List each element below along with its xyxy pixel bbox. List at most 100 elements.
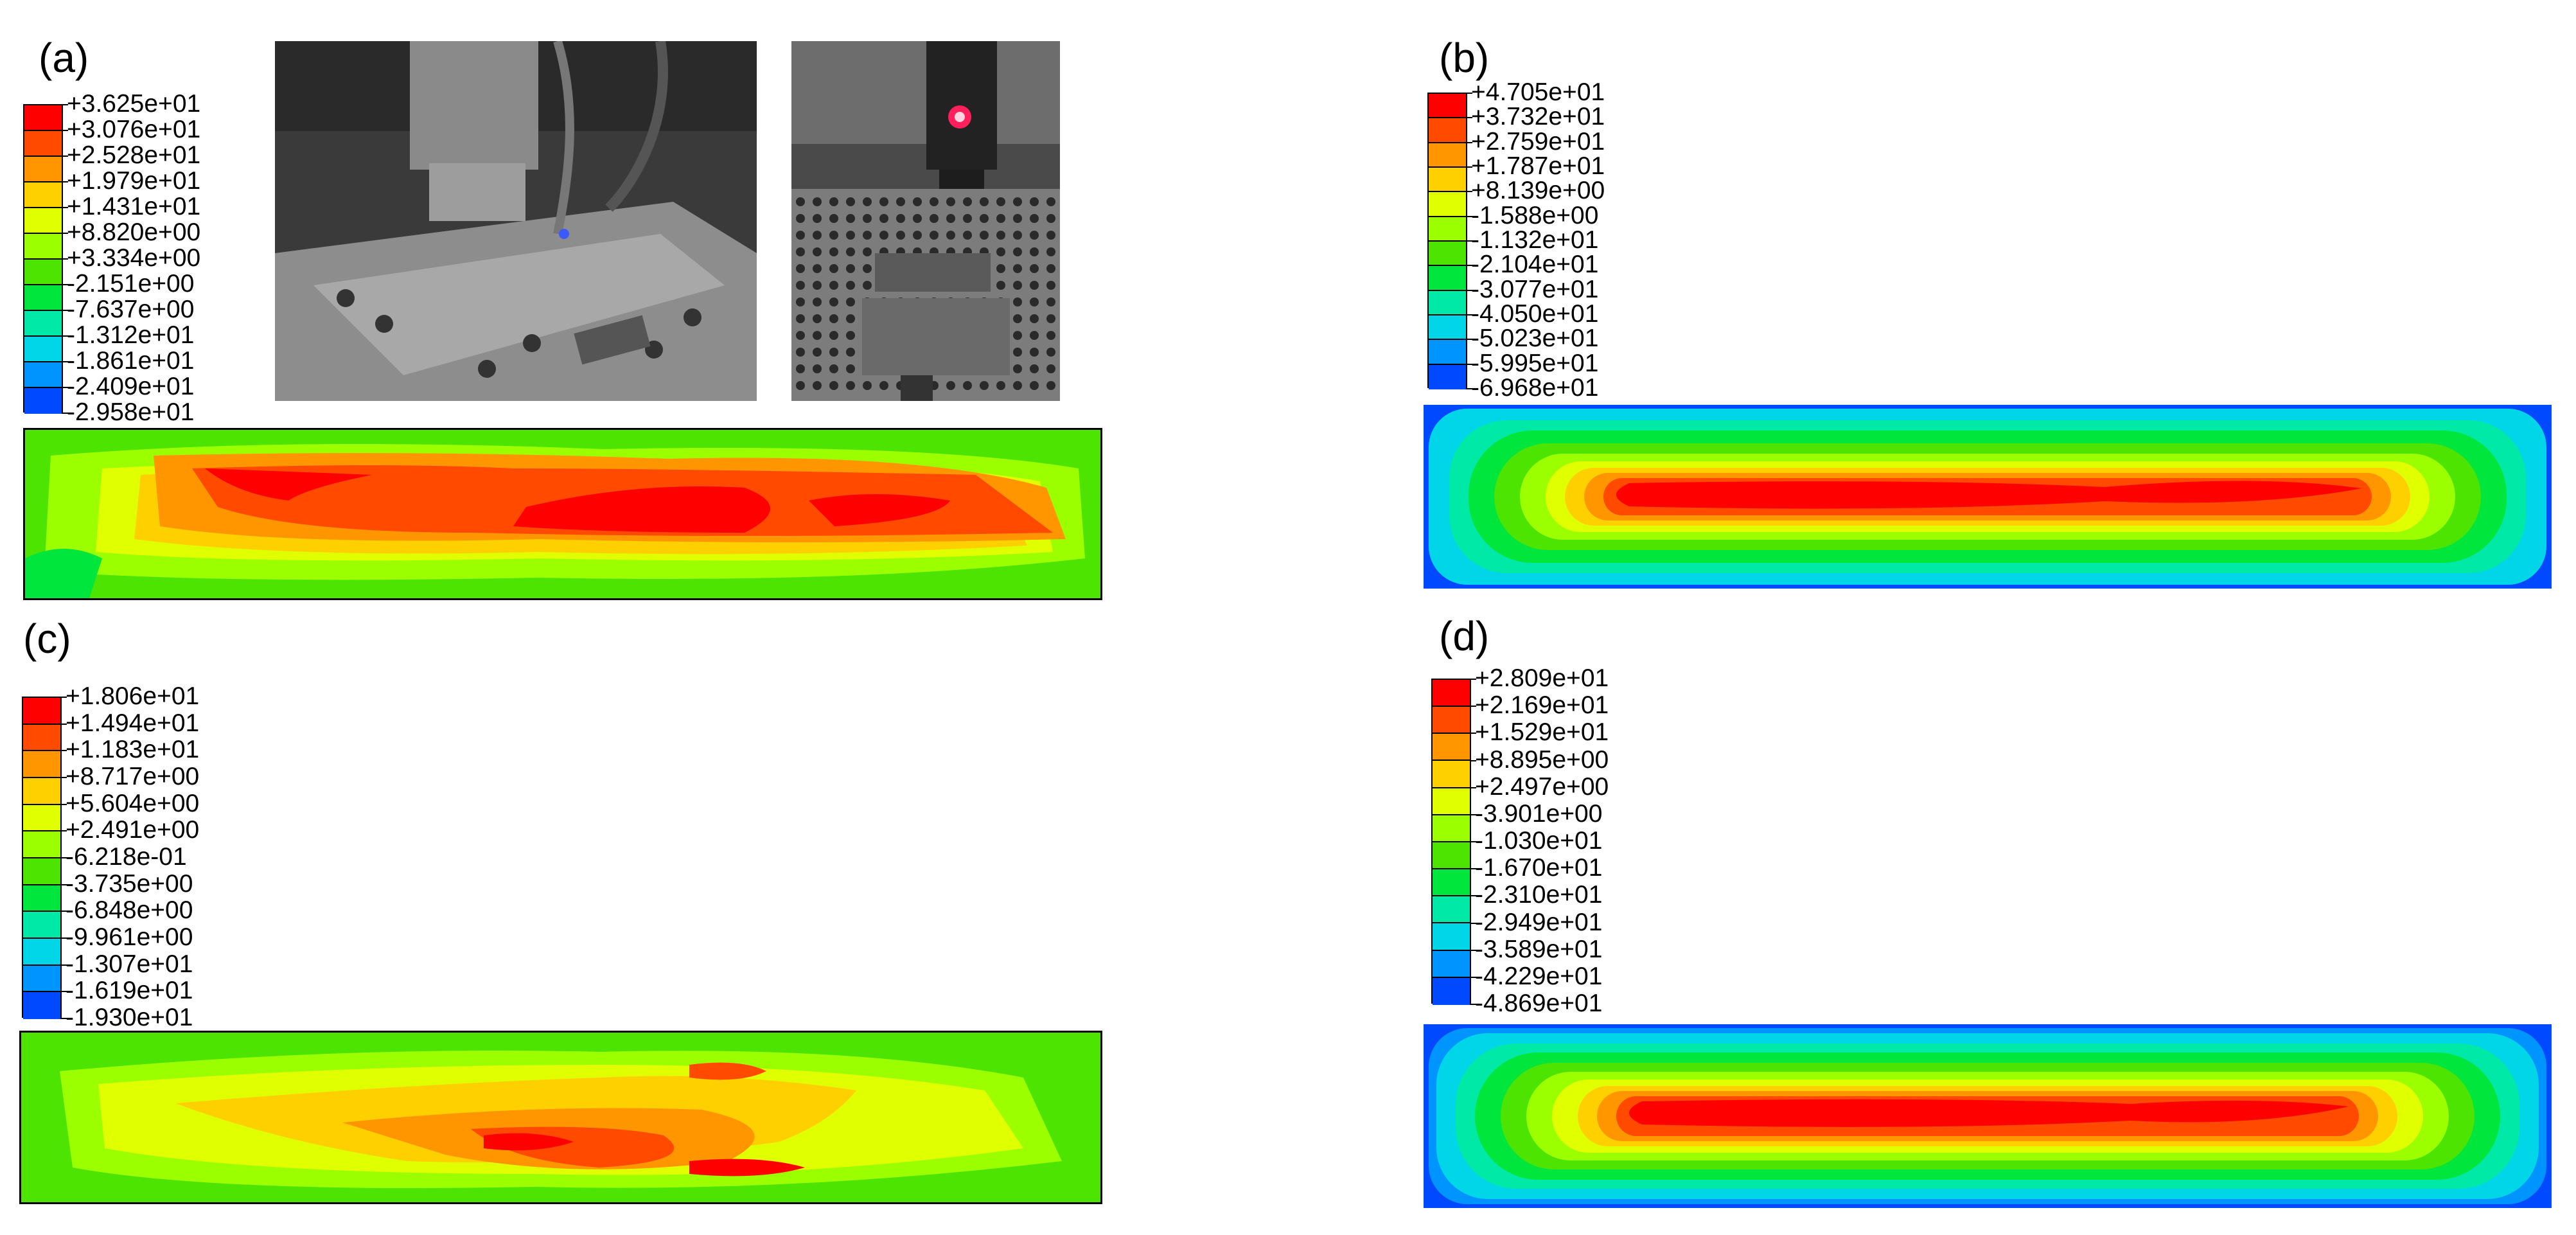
panel-label-c: (c): [23, 616, 71, 662]
colorbar-band: [24, 362, 62, 388]
legend-tick-label: +2.809e+01: [1469, 664, 1609, 692]
legend-tick-label: -5.023e+01: [1465, 324, 1599, 353]
machine-photo-left: [275, 41, 757, 401]
colorbar-c: [22, 697, 62, 1019]
panel-label-b: (b): [1439, 35, 1490, 81]
legend-tick-label: -3.901e+00: [1469, 799, 1603, 828]
colorbar-band: [24, 337, 62, 362]
legend-tick-label: -4.050e+01: [1465, 300, 1599, 328]
panel-label-a: (a): [39, 35, 89, 81]
legend-tick-label: +3.334e+00: [61, 244, 201, 272]
contour-plot-c: [19, 1031, 1102, 1204]
contour-plot-d: [1424, 1024, 2552, 1208]
legend-tick-label: -1.619e+01: [60, 977, 193, 1005]
colorbar-band: [23, 992, 60, 1019]
legend-tick-label: -2.151e+00: [61, 270, 195, 298]
panel-label-d: (d): [1439, 613, 1490, 659]
colorbar-band: [1429, 94, 1466, 119]
legend-tick-label: -3.589e+01: [1469, 935, 1603, 963]
colorbar-band: [23, 724, 60, 752]
contour-plot-b: [1424, 405, 2552, 589]
legend-tick-label: -5.995e+01: [1465, 349, 1599, 377]
colorbar-band: [1429, 290, 1466, 315]
colorbar-band: [1433, 950, 1470, 978]
colorbar-d: [1431, 679, 1471, 1005]
colorbar-band: [24, 157, 62, 182]
colorbar-band: [1433, 788, 1470, 815]
legend-tick-label: -4.869e+01: [1469, 990, 1603, 1017]
legend-tick-label: +2.169e+01: [1469, 691, 1609, 720]
colorbar-band: [1433, 707, 1470, 734]
legend-tick-label: -2.958e+01: [61, 398, 195, 426]
colorbar-band: [23, 938, 60, 966]
colorbar-band: [1433, 896, 1470, 924]
legend-tick-label: +1.431e+01: [61, 193, 201, 220]
legend-tick-label: +3.625e+01: [61, 90, 201, 118]
colorbar-band: [24, 388, 62, 414]
colorbar-band: [1429, 217, 1466, 242]
legend-tick-label: +2.528e+01: [61, 141, 201, 169]
colorbar-band: [24, 260, 62, 285]
legend-tick-label: +4.705e+01: [1465, 78, 1605, 106]
colorbar-band: [1433, 761, 1470, 788]
colorbar-band: [23, 831, 60, 858]
colorbar-band: [23, 912, 60, 939]
legend-tick-label: -7.637e+00: [61, 296, 195, 323]
colorbar-band: [24, 208, 62, 234]
legend-tick-label: +3.076e+01: [61, 116, 201, 143]
colorbar-band: [24, 234, 62, 260]
legend-tick-label: -9.961e+00: [60, 923, 193, 951]
legend-tick-label: +2.497e+00: [1469, 772, 1609, 801]
colorbar-band: [23, 858, 60, 885]
colorbar-band: [1429, 266, 1466, 291]
legend-tick-label: -2.310e+01: [1469, 881, 1603, 909]
legend-tick-label: +8.820e+00: [61, 218, 201, 246]
colorbar-band: [1429, 167, 1466, 193]
contour-plot-a: [23, 428, 1102, 600]
legend-tick-label: +8.717e+00: [60, 763, 200, 790]
legend-tick-label: -3.735e+00: [60, 869, 193, 898]
legend-tick-label: -1.670e+01: [1469, 854, 1603, 882]
colorbar-band: [23, 965, 60, 993]
colorbar-band: [1429, 143, 1466, 168]
legend-tick-label: -1.861e+01: [61, 347, 195, 375]
legend-tick-label: -2.409e+01: [61, 373, 195, 400]
colorbar-band: [24, 285, 62, 311]
legend-tick-label: +1.787e+01: [1465, 152, 1605, 180]
legend-tick-label: -6.968e+01: [1465, 374, 1599, 402]
colorbar-band: [1433, 680, 1470, 707]
legend-tick-label: -1.312e+01: [61, 321, 195, 349]
legend-tick-label: +2.491e+00: [60, 816, 200, 844]
colorbar-band: [23, 698, 60, 725]
legend-tick-label: +2.759e+01: [1465, 127, 1605, 155]
legend-tick-label: +8.139e+00: [1465, 177, 1605, 205]
colorbar-band: [1433, 842, 1470, 870]
legend-tick-label: -4.229e+01: [1469, 962, 1603, 990]
legend-tick-label: -1.930e+01: [60, 1004, 193, 1031]
legend-tick-label: +1.183e+01: [60, 736, 200, 764]
legend-tick-label: +1.806e+01: [60, 682, 200, 710]
legend-tick-label: -1.307e+01: [60, 950, 193, 978]
legend-tick-label: -6.218e-01: [60, 843, 187, 871]
colorbar-band: [1429, 118, 1466, 143]
colorbar-band: [1429, 241, 1466, 267]
colorbar-band: [23, 804, 60, 832]
colorbar-b: [1427, 93, 1467, 389]
colorbar-band: [1433, 923, 1470, 951]
colorbar-band: [24, 311, 62, 337]
machine-photo-right: [791, 41, 1060, 401]
legend-tick-label: +1.979e+01: [61, 167, 201, 195]
colorbar-band: [1429, 192, 1466, 217]
colorbar-band: [24, 105, 62, 131]
colorbar-band: [1433, 734, 1470, 761]
legend-tick-label: +8.895e+00: [1469, 745, 1609, 774]
colorbar-band: [1433, 977, 1470, 1005]
legend-tick-label: -3.077e+01: [1465, 275, 1599, 303]
legend-tick-label: -2.104e+01: [1465, 251, 1599, 279]
colorbar-band: [23, 751, 60, 778]
legend-tick-label: -2.949e+01: [1469, 908, 1603, 936]
legend-tick-label: +3.732e+01: [1465, 103, 1605, 131]
colorbar-band: [1429, 340, 1466, 365]
colorbar-band: [24, 131, 62, 157]
colorbar-band: [1429, 315, 1466, 341]
